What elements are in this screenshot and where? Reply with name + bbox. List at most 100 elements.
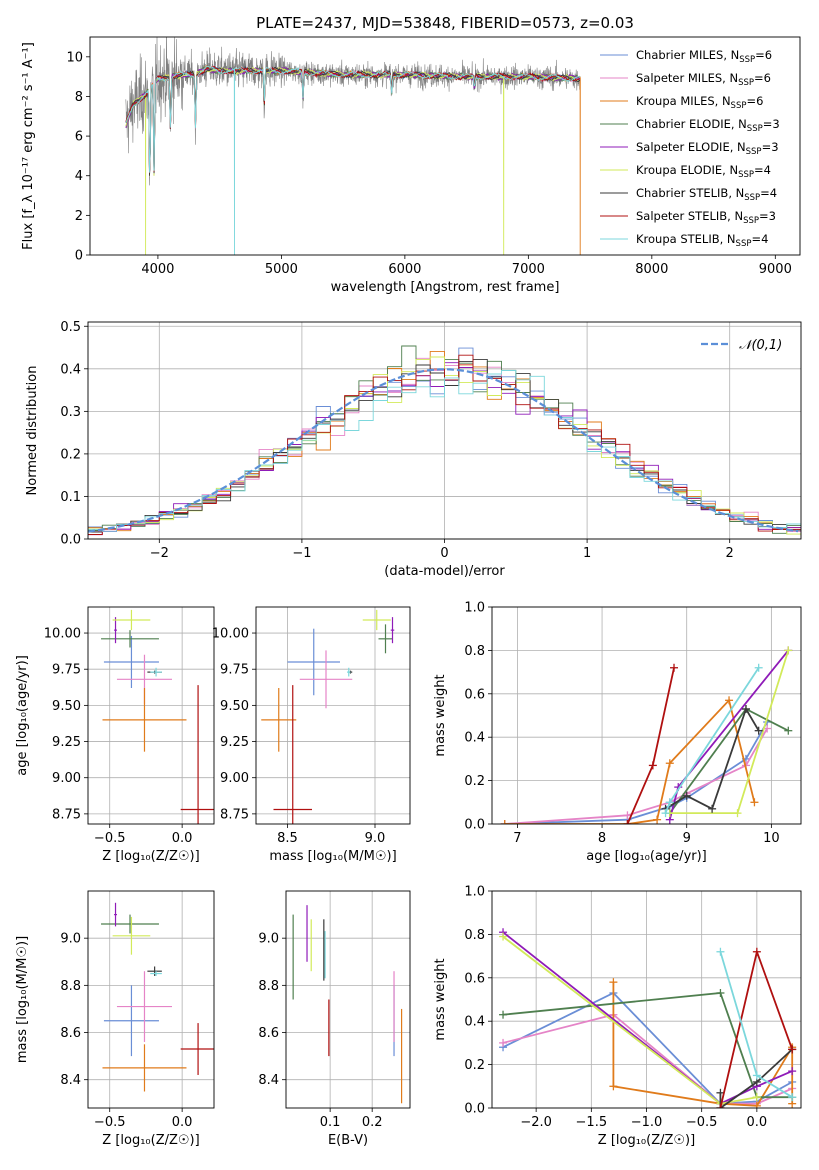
residuals-axes: −2 −1 0 1 2 0.0 0.1 0.2 0.3 0.4 0.5 (data-model)/er… xyxy=(25,320,802,579)
y-tick-label: 9.25 xyxy=(220,735,249,750)
residuals-plot-area xyxy=(88,345,801,538)
point-marker xyxy=(648,761,657,770)
mass-weight-vs-age-frame xyxy=(491,606,802,825)
x-tick-label: −0.5 xyxy=(686,1115,718,1130)
mass-vs-Z-panel: −0.5 0.0 8.4 8.6 8.8 9.0 Z [log₁₀(Z/Z☉)] mass [… xyxy=(15,890,215,1148)
legend-value: =3 xyxy=(763,117,780,131)
legend-label: Chabrier ELODIE, NSSP=3 xyxy=(636,117,780,134)
errorbar-kroupa-stelib xyxy=(347,667,351,677)
point-marker xyxy=(788,1067,797,1076)
observed-spectrum xyxy=(125,37,581,186)
age-vs-Z-grid xyxy=(88,607,214,824)
x-tick-label: 8 xyxy=(598,831,606,846)
point-marker xyxy=(788,1045,797,1054)
mass-vs-Z-axes: −0.5 0.0 8.4 8.6 8.8 9.0 Z [log₁₀(Z/Z☉)] mass [… xyxy=(15,890,215,1148)
errorbar-salpeter-elodie xyxy=(114,617,117,644)
y-tick-label: 0.3 xyxy=(60,405,81,420)
y-tick-label: 9.50 xyxy=(52,699,81,714)
legend-label: Salpeter ELODIE, NSSP=3 xyxy=(636,140,779,157)
y-tick-label: 0.2 xyxy=(464,1058,485,1073)
residuals-panel: −2 −1 0 1 2 0.0 0.1 0.2 0.3 0.4 0.5 (data-model)/er… xyxy=(25,320,802,579)
errorbar-salpeter-stelib xyxy=(180,685,214,824)
model-spectrum-salpeter-stelib xyxy=(125,65,581,174)
series-line xyxy=(504,698,756,824)
y-tick-label: 9.00 xyxy=(220,771,249,786)
x-tick-label: 0.0 xyxy=(172,1115,193,1130)
x-tick-label: −0.5 xyxy=(94,1115,126,1130)
x-tick-label: 9 xyxy=(683,831,691,846)
y-tick-label: 8.75 xyxy=(220,807,249,822)
point-marker xyxy=(754,726,763,735)
legend-label: 𝒩(0,1) xyxy=(739,338,782,353)
point-marker xyxy=(609,978,618,987)
point-marker xyxy=(788,1093,797,1102)
y-tick-label: 9.50 xyxy=(220,699,249,714)
legend-subscript: SSP xyxy=(746,147,762,157)
errorbar-kroupa-miles xyxy=(102,688,187,752)
age-vs-mass-panel: 8.5 9.0 8.75 9.00 9.25 9.50 9.75 10.00 mass [log… xyxy=(212,606,411,864)
point-marker xyxy=(499,1010,508,1019)
mass-weight-vs-age-axes: 7 8 9 10 0.0 0.2 0.4 0.6 0.8 1.0 age [log₁₀(age/yr… xyxy=(433,601,802,864)
legend-label: Salpeter MILES, NSSP=6 xyxy=(636,71,771,88)
y-tick-label: 0.2 xyxy=(60,447,81,462)
y-tick-label: 0.4 xyxy=(464,731,485,746)
age-vs-Z-panel: −0.5 0.0 8.75 9.00 9.25 9.50 9.75 10.00 Z [log₁₀… xyxy=(15,606,215,864)
legend-entry-salpeter-miles: Salpeter MILES, NSSP=6 xyxy=(600,71,771,88)
point-marker xyxy=(500,820,509,824)
point-marker xyxy=(670,663,679,672)
legend-label: Kroupa STELIB, NSSP=4 xyxy=(636,232,768,249)
errorbar-salpeter-stelib xyxy=(273,685,312,824)
point-marker xyxy=(499,1038,508,1047)
spectrum-legend: Chabrier MILES, NSSP=6 Salpeter MILES, NS… xyxy=(600,48,780,249)
legend-label: Chabrier STELIB, NSSP=4 xyxy=(636,186,777,203)
x-axis-label: E(B-V) xyxy=(328,1133,368,1148)
y-tick-label: 0.8 xyxy=(464,928,485,943)
errorbar-kroupa-elodie xyxy=(112,609,151,631)
y-tick-label: 0.0 xyxy=(464,1102,485,1117)
y-tick-label: 1.0 xyxy=(464,885,485,900)
age-vs-mass-grid xyxy=(256,607,410,824)
y-tick-label: 9.0 xyxy=(60,932,81,947)
y-tick-label: 10 xyxy=(66,50,83,65)
spectrum-frame xyxy=(89,36,801,256)
point-marker xyxy=(716,988,725,997)
series-salpeter-stelib xyxy=(716,947,797,1108)
x-axis-label: age [log₁₀(age/yr)] xyxy=(586,849,707,864)
mass-weight-vs-Z-panel: −2.0 −1.5 −1.0 −0.5 0.0 0.0 0.2 0.4 0.6 0.8 1.0 Z [… xyxy=(433,885,802,1148)
x-tick-label: 10 xyxy=(763,831,780,846)
point-marker xyxy=(708,804,717,813)
legend-subscript: SSP xyxy=(738,170,754,180)
x-tick-label: −0.5 xyxy=(94,831,126,846)
y-tick-label: 0.2 xyxy=(464,774,485,789)
mass-vs-ebv-plot-area xyxy=(292,905,403,1104)
y-axis-label: Flux [f_λ 10⁻¹⁷ erg cm⁻² s⁻¹ A⁻¹] xyxy=(21,42,36,250)
y-tick-label: 9.0 xyxy=(258,932,279,947)
x-axis-label: wavelength [Angstrom, rest frame] xyxy=(331,280,560,295)
x-axis-label: Z [log₁₀(Z/Z☉)] xyxy=(598,1133,695,1148)
y-tick-label: 9.25 xyxy=(52,735,81,750)
x-tick-label: −2 xyxy=(150,546,169,561)
histogram-chabrier-stelib xyxy=(88,358,801,536)
legend-subscript: SSP xyxy=(744,193,760,203)
age-vs-mass-axes: 8.5 9.0 8.75 9.00 9.25 9.50 9.75 10.00 mass [log… xyxy=(212,606,411,864)
y-tick-label: 9.75 xyxy=(52,663,81,678)
y-tick-label: 8.6 xyxy=(258,1026,279,1041)
mass-vs-ebv-frame xyxy=(285,890,411,1109)
x-tick-label: 0.1 xyxy=(320,1115,341,1130)
point-marker xyxy=(784,726,793,735)
series-kroupa-stelib xyxy=(661,663,763,818)
errorbar-kroupa-stelib xyxy=(150,667,162,677)
x-tick-label: 2 xyxy=(726,546,734,561)
legend-value: =6 xyxy=(755,48,772,62)
x-tick-label: 9000 xyxy=(759,262,792,277)
figure-title: PLATE=2437, MJD=53848, FIBERID=0573, z=0… xyxy=(256,14,634,32)
age-vs-mass-plot-area xyxy=(261,609,395,824)
residuals-legend: 𝒩(0,1) xyxy=(701,338,782,353)
y-tick-label: 4 xyxy=(75,169,83,184)
x-tick-label: 8.5 xyxy=(277,831,298,846)
legend-label: Salpeter STELIB, NSSP=3 xyxy=(636,209,776,226)
mass-weight-vs-Z-axes: −2.0 −1.5 −1.0 −0.5 0.0 0.0 0.2 0.4 0.6 0.8 1.0 Z [… xyxy=(433,885,802,1148)
y-tick-label: 9.00 xyxy=(52,771,81,786)
point-marker xyxy=(682,791,691,800)
point-marker xyxy=(609,1082,618,1091)
